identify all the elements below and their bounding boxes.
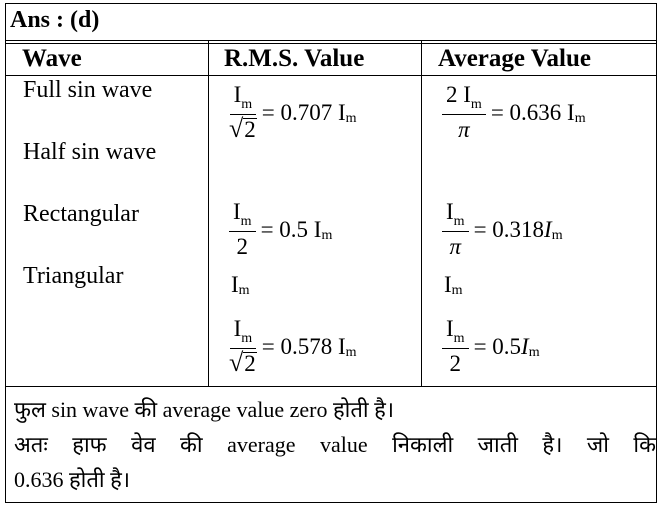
header-wave: Wave [22,45,82,72]
divider [6,43,656,44]
column-divider [421,41,422,386]
wave-full-sin: Full sin wave [23,77,153,103]
wave-half-sin: Half sin wave [23,139,157,165]
note-line: फुल sin wave की average value zero होती … [14,397,395,422]
header-average: Average Value [438,45,591,72]
answer-label: Ans : (d) [10,7,100,33]
note-line: अतः हाफ वेव की average value निकाली जाती… [14,432,656,457]
explanation-note: फुल sin wave की average value zero होती … [14,392,656,497]
wave-triangular: Triangular [23,263,124,289]
wave-rectangular: Rectangular [23,201,139,227]
header-divider [6,75,656,76]
note-divider [6,386,656,387]
header-rms: R.M.S. Value [224,45,365,72]
answer-box: Ans : (d) Wave R.M.S. Value Average Valu… [5,3,657,503]
column-divider [208,41,209,386]
note-line: 0.636 होती है। [14,467,131,492]
divider [6,40,656,41]
